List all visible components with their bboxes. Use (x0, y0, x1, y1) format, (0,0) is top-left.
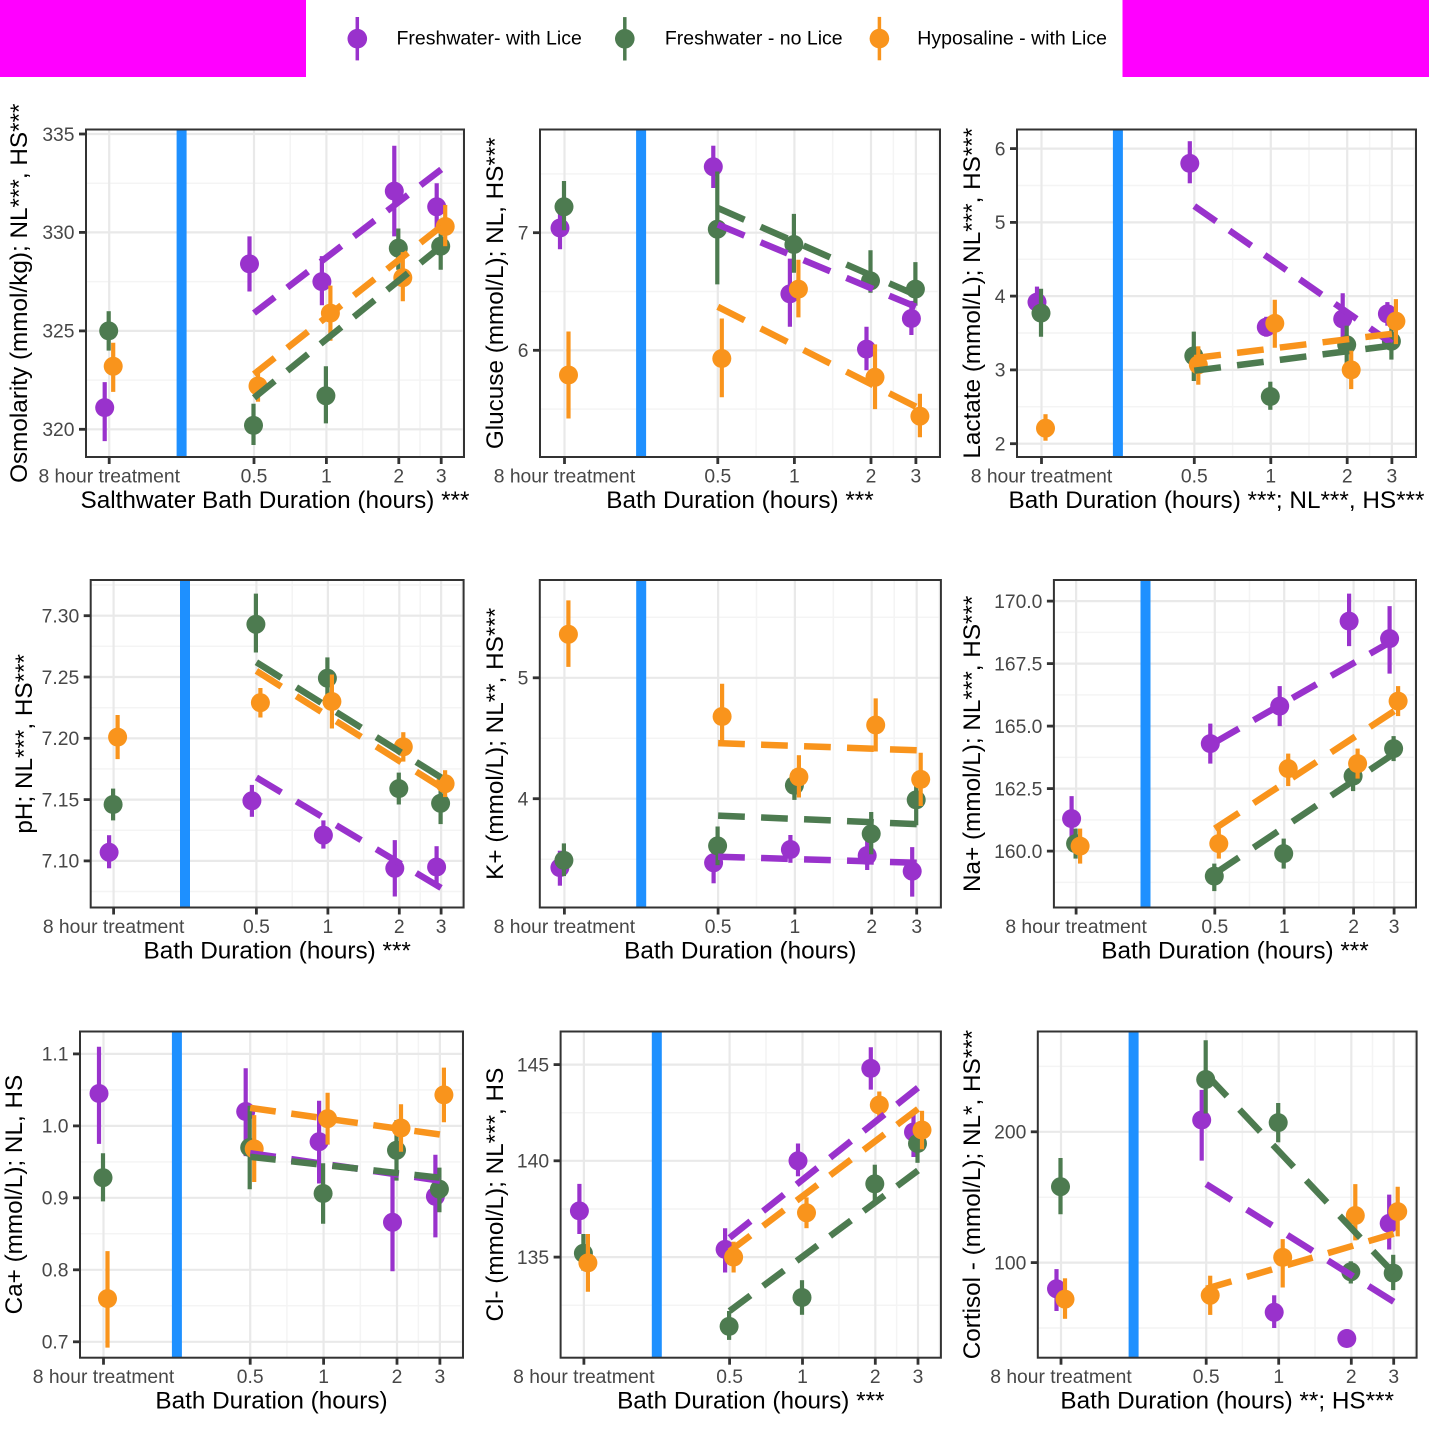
svg-text:8 hour treatment: 8 hour treatment (38, 466, 180, 487)
svg-text:1: 1 (321, 466, 332, 487)
svg-text:5: 5 (518, 669, 529, 690)
svg-text:135: 135 (517, 1248, 549, 1269)
svg-text:Bath Duration (hours) **; HS**: Bath Duration (hours) **; HS*** (1060, 1388, 1394, 1415)
svg-text:Bath Duration (hours) ***: Bath Duration (hours) *** (617, 1388, 885, 1415)
svg-text:3: 3 (1388, 1367, 1399, 1388)
svg-text:Hyposaline - with Lice: Hyposaline - with Lice (917, 28, 1107, 50)
svg-text:5: 5 (995, 213, 1006, 234)
svg-text:7: 7 (518, 224, 529, 245)
svg-text:6: 6 (995, 139, 1006, 160)
svg-text:160.0: 160.0 (994, 842, 1042, 863)
svg-text:8 hour treatment: 8 hour treatment (33, 1367, 175, 1388)
svg-text:Bath Duration (hours) ***; NL*: Bath Duration (hours) ***; NL***, HS*** (1009, 487, 1425, 514)
svg-text:1: 1 (789, 466, 800, 487)
svg-text:1: 1 (318, 1367, 329, 1388)
svg-text:0.9: 0.9 (42, 1189, 69, 1210)
svg-text:Bath Duration (hours) ***: Bath Duration (hours) *** (606, 487, 874, 514)
svg-text:0.5: 0.5 (237, 1367, 264, 1388)
svg-text:0.5: 0.5 (241, 466, 268, 487)
svg-text:7.30: 7.30 (42, 607, 80, 628)
svg-text:0.5: 0.5 (1193, 1367, 1220, 1388)
svg-text:8 hour treatment: 8 hour treatment (494, 917, 636, 938)
svg-text:4: 4 (518, 790, 529, 811)
svg-text:1: 1 (1273, 1367, 1284, 1388)
svg-text:0.5: 0.5 (704, 466, 731, 487)
svg-text:Lactate (mmol/L); NL***, HS***: Lactate (mmol/L); NL***, HS*** (959, 127, 986, 458)
svg-text:8 hour treatment: 8 hour treatment (990, 1367, 1132, 1388)
svg-text:1.0: 1.0 (42, 1117, 69, 1138)
svg-text:1: 1 (1279, 917, 1290, 938)
svg-text:0.5: 0.5 (716, 1367, 743, 1388)
svg-text:7.25: 7.25 (42, 668, 80, 689)
svg-text:140: 140 (517, 1152, 549, 1173)
svg-text:Na+ (mmol/L); NL***, HS***: Na+ (mmol/L); NL***, HS*** (959, 595, 986, 892)
svg-text:Glucuse (mmol/L); NL, HS***: Glucuse (mmol/L); NL, HS*** (482, 137, 509, 449)
svg-text:Freshwater - no Lice: Freshwater - no Lice (665, 28, 843, 50)
svg-text:335: 335 (42, 125, 74, 146)
svg-text:2: 2 (995, 435, 1006, 456)
svg-text:330: 330 (42, 223, 74, 244)
svg-text:3: 3 (913, 1367, 924, 1388)
svg-text:165.0: 165.0 (994, 717, 1042, 738)
svg-text:1: 1 (797, 1367, 808, 1388)
svg-text:1.1: 1.1 (42, 1045, 69, 1066)
svg-text:1: 1 (790, 917, 801, 938)
svg-text:pH; NL***, HS***: pH; NL***, HS*** (11, 653, 38, 833)
svg-text:3: 3 (911, 917, 922, 938)
svg-text:K+ (mmol/L); NL**, HS***: K+ (mmol/L); NL**, HS*** (482, 607, 509, 880)
svg-text:0.5: 0.5 (243, 917, 270, 938)
svg-text:0.5: 0.5 (705, 917, 732, 938)
svg-text:Bath Duration (hours): Bath Duration (hours) (155, 1388, 387, 1415)
svg-text:0.8: 0.8 (42, 1261, 69, 1282)
svg-text:100: 100 (994, 1253, 1026, 1274)
svg-text:8 hour treatment: 8 hour treatment (971, 466, 1113, 487)
svg-text:7.10: 7.10 (42, 852, 80, 873)
svg-text:2: 2 (394, 917, 405, 938)
svg-text:325: 325 (42, 322, 74, 343)
svg-text:7.20: 7.20 (42, 729, 80, 750)
svg-text:3: 3 (995, 361, 1006, 382)
svg-text:0.7: 0.7 (42, 1333, 69, 1354)
svg-text:3: 3 (911, 466, 922, 487)
svg-text:6: 6 (518, 341, 529, 362)
svg-text:2: 2 (1342, 466, 1353, 487)
svg-text:8 hour treatment: 8 hour treatment (1005, 917, 1147, 938)
svg-text:162.5: 162.5 (994, 779, 1042, 800)
svg-text:2: 2 (870, 1367, 881, 1388)
svg-text:3: 3 (1389, 917, 1400, 938)
svg-text:170.0: 170.0 (994, 592, 1042, 613)
svg-text:2: 2 (392, 1367, 403, 1388)
svg-text:1: 1 (1265, 466, 1276, 487)
svg-text:3: 3 (1387, 466, 1398, 487)
svg-text:Ca+ (mmol/L); NL, HS: Ca+ (mmol/L); NL, HS (1, 1075, 28, 1315)
svg-text:2: 2 (866, 466, 877, 487)
svg-text:2: 2 (393, 466, 404, 487)
svg-text:0.5: 0.5 (1181, 466, 1208, 487)
svg-text:0.5: 0.5 (1201, 917, 1228, 938)
svg-text:2: 2 (1348, 917, 1359, 938)
svg-text:8 hour treatment: 8 hour treatment (43, 917, 185, 938)
svg-text:3: 3 (436, 917, 447, 938)
svg-text:Cortisol - (mmol/L); NL*, HS**: Cortisol - (mmol/L); NL*, HS*** (959, 1029, 986, 1359)
svg-text:320: 320 (42, 420, 74, 441)
svg-text:167.5: 167.5 (994, 654, 1042, 675)
svg-text:Cl- (mmol/L); NL***, HS: Cl- (mmol/L); NL***, HS (482, 1068, 509, 1322)
svg-text:Bath Duration (hours) ***: Bath Duration (hours) *** (1101, 938, 1369, 965)
svg-text:4: 4 (995, 287, 1006, 308)
svg-text:3: 3 (436, 466, 447, 487)
svg-text:3: 3 (435, 1367, 446, 1388)
svg-text:Salthwater Bath Duration (hour: Salthwater Bath Duration (hours) *** (81, 487, 470, 514)
svg-text:Freshwater- with Lice: Freshwater- with Lice (397, 28, 582, 50)
svg-text:8 hour treatment: 8 hour treatment (494, 466, 636, 487)
svg-text:Osmolarity (mmol/kg); NL***, H: Osmolarity (mmol/kg); NL***, HS*** (6, 103, 33, 483)
svg-text:1: 1 (323, 917, 334, 938)
svg-text:200: 200 (994, 1123, 1026, 1144)
svg-text:2: 2 (1346, 1367, 1357, 1388)
svg-text:Bath Duration (hours): Bath Duration (hours) (624, 938, 856, 965)
svg-text:8 hour treatment: 8 hour treatment (513, 1367, 655, 1388)
svg-text:145: 145 (517, 1055, 549, 1076)
svg-text:2: 2 (866, 917, 877, 938)
svg-text:Bath Duration (hours) ***: Bath Duration (hours) *** (143, 938, 411, 965)
svg-text:7.15: 7.15 (42, 790, 80, 811)
